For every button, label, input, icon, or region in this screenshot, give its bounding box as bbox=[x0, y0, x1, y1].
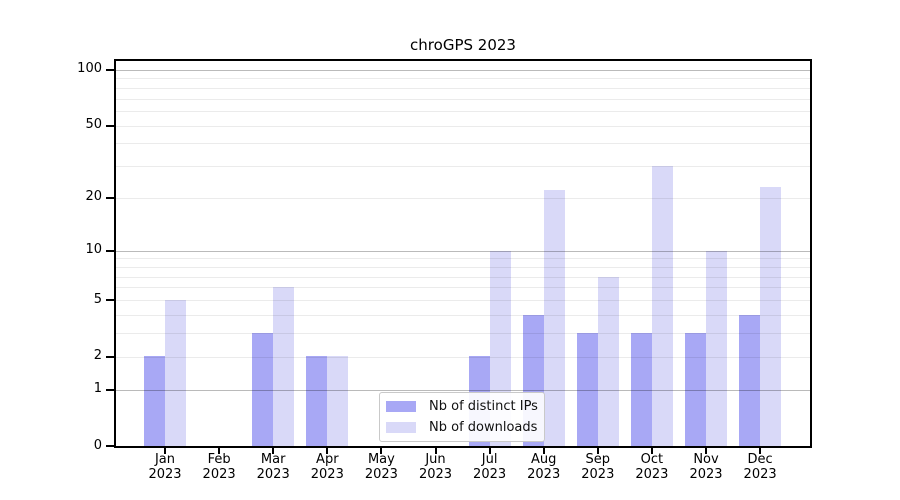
bar-ips-nov bbox=[685, 333, 706, 446]
x-tick-jan bbox=[164, 448, 166, 454]
gridline-minor-80 bbox=[116, 87, 810, 89]
gridline-minor-3 bbox=[116, 333, 810, 334]
x-tick-label-oct: Oct 2023 bbox=[635, 452, 669, 482]
y-tick-50 bbox=[106, 124, 114, 127]
legend-item-downloads: Nb of downloads bbox=[386, 419, 538, 436]
y-tick-label-1: 1 bbox=[93, 381, 102, 396]
gridline-minor-60 bbox=[116, 111, 810, 112]
bar-downloads-dec bbox=[760, 187, 782, 446]
bar-ips-apr bbox=[306, 356, 328, 446]
x-tick-feb bbox=[218, 448, 221, 454]
y-tick-label-0: 0 bbox=[93, 437, 102, 453]
bar-ips-mar bbox=[252, 333, 274, 446]
x-tick-may bbox=[380, 448, 383, 454]
x-tick-apr bbox=[326, 448, 329, 454]
y-tick-1 bbox=[106, 388, 114, 391]
y-tick-label-10: 10 bbox=[85, 242, 102, 258]
y-tick-label-50: 50 bbox=[85, 117, 102, 133]
x-tick-dec bbox=[759, 448, 762, 454]
bar-downloads-mar bbox=[273, 287, 295, 446]
x-tick-label-may: May 2023 bbox=[364, 452, 398, 482]
gridline-minor-9 bbox=[116, 258, 810, 260]
bar-downloads-nov bbox=[706, 250, 727, 446]
gridline-major-100 bbox=[116, 69, 810, 71]
x-tick-label-aug: Aug 2023 bbox=[527, 452, 561, 482]
y-tick-100 bbox=[106, 68, 114, 71]
x-tick-sep bbox=[596, 448, 599, 454]
y-tick-label-5: 5 bbox=[93, 291, 102, 307]
bar-ips-oct bbox=[630, 333, 652, 446]
y-tick-2 bbox=[106, 355, 114, 358]
x-tick-label-feb: Feb 2023 bbox=[202, 452, 236, 482]
gridline-minor-20 bbox=[116, 197, 810, 199]
y-tick-0 bbox=[106, 445, 114, 447]
x-tick-label-jun: Jun 2023 bbox=[418, 452, 453, 482]
legend-item-distinct-ips: Nb of distinct IPs bbox=[386, 398, 538, 415]
gridline-minor-8 bbox=[116, 266, 810, 268]
bar-ips-dec bbox=[739, 314, 761, 446]
gridline-minor-30 bbox=[116, 166, 810, 168]
bar-ips-sep bbox=[576, 333, 598, 446]
legend-swatch-downloads bbox=[386, 422, 416, 433]
gridline-minor-6 bbox=[116, 287, 810, 289]
x-tick-label-dec: Dec 2023 bbox=[743, 452, 777, 482]
bar-downloads-oct bbox=[651, 166, 673, 446]
gridline-minor-7 bbox=[116, 276, 810, 278]
bar-ips-jan bbox=[144, 356, 165, 446]
y-tick-label-2: 2 bbox=[93, 348, 102, 363]
x-tick-label-mar: Mar 2023 bbox=[256, 452, 290, 482]
legend-label-downloads: Nb of downloads bbox=[429, 420, 538, 435]
legend: Nb of distinct IPs Nb of downloads bbox=[379, 392, 545, 442]
gridline-minor-4 bbox=[116, 314, 810, 316]
x-tick-jul bbox=[488, 448, 491, 454]
chart-title: chroGPS 2023 bbox=[410, 36, 516, 54]
x-tick-aug bbox=[542, 448, 545, 454]
y-tick-label-100: 100 bbox=[77, 61, 102, 77]
y-tick-10 bbox=[106, 249, 114, 252]
x-tick-jun bbox=[434, 448, 437, 454]
gridline-major-10 bbox=[116, 250, 810, 252]
gridline-minor-40 bbox=[116, 143, 810, 145]
y-tick-5 bbox=[106, 299, 114, 301]
x-tick-label-jul: Jul 2023 bbox=[473, 452, 507, 482]
legend-swatch-distinct-ips bbox=[386, 401, 416, 412]
gridline-minor-2 bbox=[116, 356, 810, 358]
x-tick-label-jan: Jan 2023 bbox=[148, 452, 182, 482]
plot-area bbox=[116, 61, 810, 446]
x-tick-label-nov: Nov 2023 bbox=[689, 452, 723, 482]
gridline-minor-5 bbox=[116, 300, 810, 301]
bar-downloads-aug bbox=[543, 190, 565, 446]
legend-label-distinct-ips: Nb of distinct IPs bbox=[429, 399, 538, 414]
x-tick-mar bbox=[272, 448, 275, 454]
x-tick-label-apr: Apr 2023 bbox=[310, 452, 344, 482]
gridline-minor-50 bbox=[116, 125, 810, 127]
bar-downloads-jan bbox=[165, 299, 186, 446]
bar-downloads-sep bbox=[597, 276, 619, 446]
gridline-major-1 bbox=[116, 389, 810, 391]
x-tick-label-sep: Sep 2023 bbox=[581, 452, 615, 482]
y-tick-label-20: 20 bbox=[85, 189, 102, 205]
x-tick-nov bbox=[705, 448, 707, 454]
x-tick-oct bbox=[650, 448, 653, 454]
gridline-minor-70 bbox=[116, 98, 810, 100]
bar-downloads-apr bbox=[327, 356, 349, 446]
y-tick-20 bbox=[106, 196, 114, 199]
gridline-minor-90 bbox=[116, 78, 810, 80]
